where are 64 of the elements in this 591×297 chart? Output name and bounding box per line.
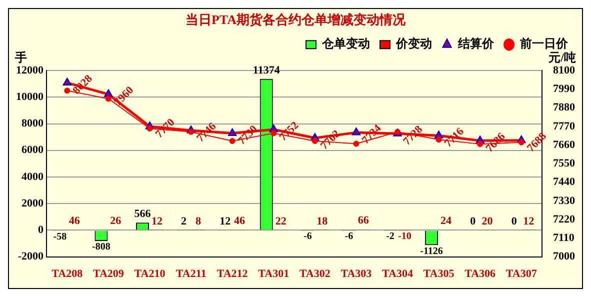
legend-label: 价变动 xyxy=(395,36,432,51)
y2-tick-label: 7110 xyxy=(553,232,575,244)
y2-tick-label: 7990 xyxy=(553,83,576,96)
data-label: -6 xyxy=(304,230,312,242)
x-tick-label: TA306 xyxy=(464,268,496,280)
data-label: 46 xyxy=(234,214,246,227)
x-tick-label: TA301 xyxy=(258,268,290,280)
legend-label: 前一日价 xyxy=(519,36,569,51)
data-label: 2 xyxy=(181,216,188,228)
data-label: -6 xyxy=(344,230,354,242)
y-tick-label: -2000 xyxy=(18,250,44,263)
data-label: 12 xyxy=(523,215,535,228)
data-label: 22 xyxy=(275,215,287,228)
legend-label: 结算价 xyxy=(457,36,495,51)
y2-tick-label: 7880 xyxy=(553,102,576,114)
x-tick-label: TA303 xyxy=(340,268,372,280)
y2-tick-label: 8100 xyxy=(553,64,576,76)
data-label: 20 xyxy=(482,215,494,228)
y2-tick-label: 7770 xyxy=(553,120,576,132)
data-label: 566 xyxy=(134,208,152,220)
y-tick-label: 2000 xyxy=(22,197,44,210)
data-label: 12 xyxy=(151,215,163,228)
data-label: 66 xyxy=(358,214,370,227)
data-label: 0 xyxy=(511,216,518,228)
x-tick-label: TA305 xyxy=(423,268,455,280)
y2-tick-label: 7550 xyxy=(553,158,576,170)
chart-title: 当日PTA期货各合约仓单增减变动情况 xyxy=(185,12,407,28)
data-label: 7702 xyxy=(318,128,343,152)
x-tick-label: TA210 xyxy=(134,268,166,280)
data-label: -1126 xyxy=(420,246,443,257)
data-label: -58 xyxy=(53,232,67,243)
x-tick-label: TA304 xyxy=(382,268,414,280)
data-label: 12 xyxy=(220,215,232,228)
y-tick-label: 8000 xyxy=(22,118,44,130)
data-label: 46 xyxy=(68,214,80,227)
x-tick-label: TA209 xyxy=(92,268,124,280)
y-tick-label: 6000 xyxy=(22,144,44,156)
x-tick-label: TA211 xyxy=(176,268,206,280)
legend-label: 仓单变动 xyxy=(321,36,370,51)
y2-tick-label: 7330 xyxy=(553,194,576,207)
data-label: 8 xyxy=(195,215,202,228)
data-label: 24 xyxy=(440,215,452,228)
data-label: 7770 xyxy=(153,116,178,140)
y-tick-label: 0 xyxy=(38,224,44,236)
data-label: 26 xyxy=(110,215,122,228)
y2-axis-title: 元/吨 xyxy=(548,50,576,65)
data-label: -2 xyxy=(386,230,394,242)
y-axis-title: 手 xyxy=(14,50,27,65)
y2-tick-label: 7440 xyxy=(553,176,576,188)
x-tick-label: TA208 xyxy=(52,268,84,280)
data-label: -808 xyxy=(92,242,110,253)
y-tick-label: 12000 xyxy=(16,64,44,76)
y-tick-label: 10000 xyxy=(16,91,44,104)
data-label: 11374 xyxy=(252,64,280,76)
x-tick-label: TA212 xyxy=(216,268,248,280)
x-tick-label: TA307 xyxy=(506,268,538,280)
y2-tick-label: 7660 xyxy=(553,138,576,151)
data-label: 18 xyxy=(316,215,328,228)
y-tick-label: 4000 xyxy=(22,170,44,183)
data-label: -10 xyxy=(398,230,412,242)
y2-tick-label: 7000 xyxy=(553,250,576,263)
x-tick-label: TA302 xyxy=(299,268,331,280)
y2-tick-label: 7220 xyxy=(553,213,576,226)
data-label: 0 xyxy=(470,216,476,228)
